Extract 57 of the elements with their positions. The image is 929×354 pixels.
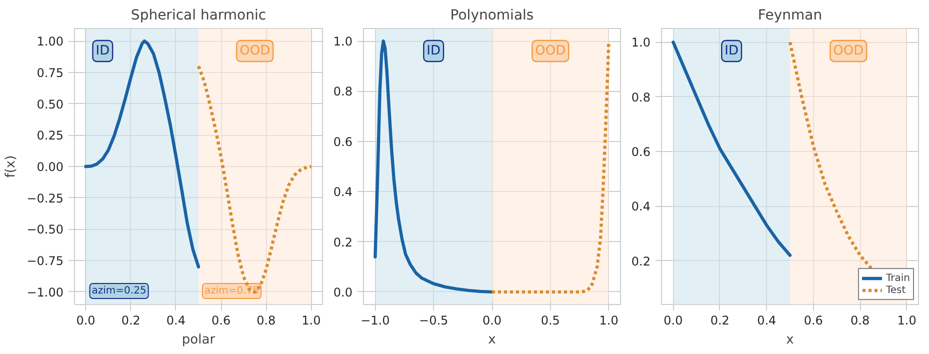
y-tick-label: 1.0 (631, 36, 651, 50)
x-axis-title: x (488, 332, 496, 348)
y-tick-label: 0.6 (333, 134, 353, 149)
y-tick-label: 0.8 (333, 84, 353, 99)
x-tick-label: 0.0 (664, 314, 683, 328)
chart-title: Feynman (758, 8, 822, 24)
band-label: ID (724, 44, 739, 58)
x-tick-label: 0.4 (757, 314, 776, 328)
x-tick-label: 0.0 (482, 314, 502, 328)
y-tick-label: 0.6 (631, 144, 651, 159)
band-label: OOD (535, 44, 566, 58)
x-tick-label: −0.5 (419, 314, 448, 328)
band-label: ID (96, 44, 110, 58)
y-axis-title: f(x) (4, 155, 19, 178)
x-tick-label: 0.8 (850, 314, 870, 328)
x-axis-title: x (786, 332, 794, 348)
x-tick-label: 0.2 (121, 314, 140, 328)
x-tick-label: 0.4 (166, 314, 186, 328)
y-tick-label: 0.75 (36, 66, 64, 80)
legend-label: Test (886, 284, 906, 296)
line-series (672, 40, 792, 257)
x-tick-label: 0.6 (804, 314, 823, 328)
x-tick-label: 1.0 (897, 314, 916, 328)
y-tick-label: 0.2 (333, 235, 353, 250)
y-tick-label: −0.50 (26, 222, 64, 237)
line-series (84, 39, 200, 268)
x-tick-label: −1.0 (360, 314, 390, 328)
x-tick-label: 1.0 (599, 314, 618, 328)
chart-title: Polynomials (450, 8, 534, 24)
line-series (196, 64, 313, 294)
x-tick-label: 1.0 (302, 314, 321, 328)
chart-title: Spherical harmonic (130, 8, 266, 24)
band-label: OOD (833, 44, 864, 58)
y-tick-label: −1.00 (26, 285, 64, 300)
y-tick-label: −0.25 (26, 191, 64, 206)
band-label: ID (426, 44, 441, 58)
x-axis-title: polar (182, 332, 216, 348)
y-tick-label: −0.75 (26, 254, 64, 268)
y-tick-label: 0.50 (36, 97, 64, 112)
y-tick-label: 0.25 (36, 128, 64, 143)
y-tick-label: 0.8 (631, 90, 651, 104)
y-tick-label: 0.4 (333, 185, 353, 200)
y-tick-label: 1.0 (333, 34, 353, 49)
line-series (788, 40, 874, 271)
y-tick-label: 0.0 (333, 285, 353, 300)
y-tick-label: 0.2 (631, 254, 651, 268)
x-tick-label: 0.2 (710, 314, 730, 328)
x-tick-label: 0.8 (256, 314, 276, 328)
y-tick-label: 1.00 (36, 34, 64, 49)
x-tick-label: 0.0 (76, 314, 96, 328)
x-tick-label: 0.6 (212, 314, 231, 328)
band-label: OOD (240, 44, 270, 58)
y-tick-label: 0.00 (36, 160, 64, 174)
x-tick-label: 0.5 (540, 314, 560, 328)
y-tick-label: 0.4 (631, 200, 651, 214)
annotation: azim=0.25 (92, 286, 146, 296)
legend-label: Train (886, 272, 910, 284)
